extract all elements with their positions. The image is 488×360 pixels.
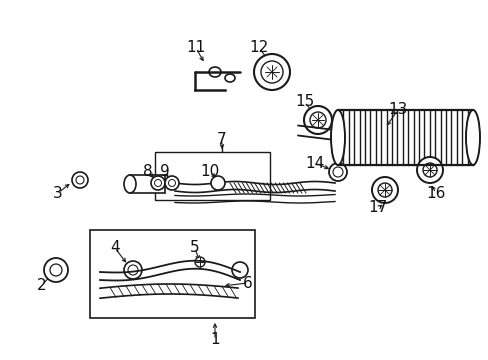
Text: 7: 7 [217, 132, 226, 148]
Text: 15: 15 [295, 94, 314, 109]
Text: 2: 2 [37, 278, 47, 292]
Circle shape [151, 176, 164, 190]
Circle shape [50, 264, 62, 276]
Circle shape [231, 262, 247, 278]
Text: 1: 1 [210, 333, 220, 347]
Circle shape [328, 163, 346, 181]
Circle shape [128, 265, 138, 275]
Text: 14: 14 [305, 156, 324, 171]
Text: 12: 12 [249, 40, 268, 55]
Circle shape [309, 112, 325, 128]
Ellipse shape [465, 110, 479, 165]
Ellipse shape [208, 67, 221, 77]
Circle shape [168, 180, 175, 186]
Circle shape [210, 176, 224, 190]
Text: 8: 8 [143, 165, 153, 180]
Circle shape [371, 177, 397, 203]
Text: 4: 4 [110, 240, 120, 256]
Circle shape [422, 163, 436, 177]
Text: 16: 16 [426, 185, 445, 201]
Circle shape [416, 157, 442, 183]
Circle shape [261, 61, 283, 83]
Text: 3: 3 [53, 185, 63, 201]
Circle shape [195, 257, 204, 267]
Ellipse shape [124, 175, 136, 193]
Text: 13: 13 [387, 103, 407, 117]
Circle shape [304, 106, 331, 134]
Circle shape [44, 258, 68, 282]
Circle shape [154, 180, 161, 186]
Circle shape [76, 176, 84, 184]
Circle shape [332, 167, 342, 177]
Bar [337, 110, 472, 165]
Text: 17: 17 [367, 201, 387, 216]
Circle shape [253, 54, 289, 90]
Bar [155, 152, 269, 200]
Bar [130, 175, 164, 193]
Text: 5: 5 [190, 240, 200, 256]
Ellipse shape [224, 74, 235, 82]
Circle shape [72, 172, 88, 188]
Text: 9: 9 [160, 165, 169, 180]
Circle shape [164, 176, 179, 190]
Circle shape [377, 183, 391, 197]
Text: 6: 6 [243, 275, 252, 291]
Ellipse shape [330, 110, 345, 165]
Polygon shape [90, 230, 254, 318]
Text: 10: 10 [200, 165, 219, 180]
Circle shape [124, 261, 142, 279]
Text: 11: 11 [186, 40, 205, 55]
